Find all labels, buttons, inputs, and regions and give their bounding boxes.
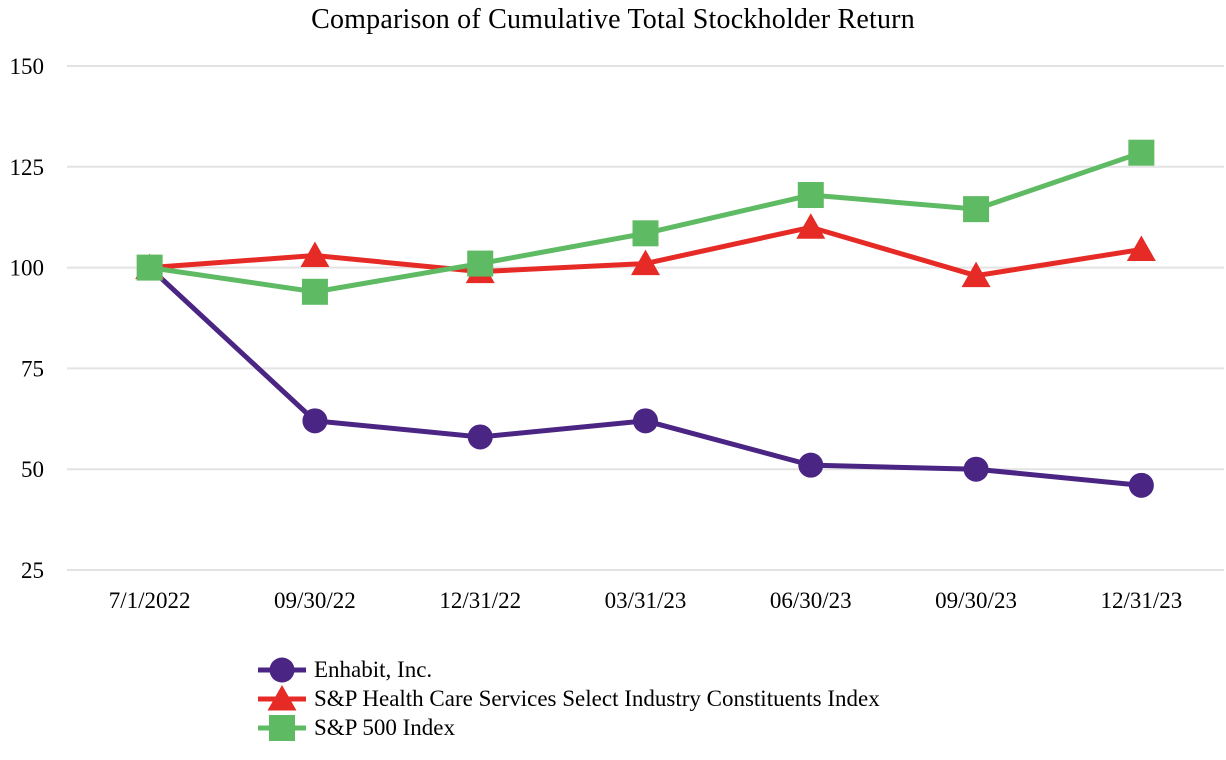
data-point-marker-s2-1 [301, 278, 328, 305]
x-tick-label: 7/1/2022 [109, 588, 191, 613]
legend-marker-glyph [258, 714, 306, 741]
legend-label: S&P Health Care Services Select Industry… [314, 685, 880, 711]
series-line-0 [147, 265, 1142, 488]
data-point-marker-s2-2 [467, 250, 494, 277]
y-tick-label: 125 [10, 155, 45, 180]
data-point-marker-s1-1 [300, 241, 330, 268]
x-tick-label: 09/30/23 [935, 588, 1017, 613]
legend-marker-circle-icon [258, 656, 306, 684]
x-tick-label: 09/30/22 [274, 588, 356, 613]
legend-item-sp-health-care: S&P Health Care Services Select Industry… [258, 684, 880, 713]
data-point-marker-s2-0 [136, 254, 163, 281]
data-point-marker-s2-5 [963, 196, 990, 223]
data-point-marker-s1-6 [1126, 235, 1156, 261]
y-tick-label: 100 [10, 256, 45, 281]
data-point-marker-s0-5 [963, 456, 989, 482]
legend-marker-square-icon [258, 714, 306, 742]
y-tick-label: 25 [21, 558, 44, 583]
data-point-marker-s1-4 [796, 213, 826, 239]
y-tick-label: 50 [21, 457, 44, 482]
chart-plot-area: 25 50 75 100 125 150 7/1/2022 09/30/22 12/31/22 0… [10, 54, 1224, 613]
data-point-marker-s0-6 [1128, 472, 1154, 498]
data-point-marker-s2-4 [797, 182, 824, 209]
y-tick-label: 75 [21, 356, 44, 381]
data-point-marker-s1-5 [961, 261, 991, 288]
legend-marker-glyph [258, 657, 306, 682]
x-tick-label: 12/31/23 [1100, 588, 1182, 613]
x-tick-label: 12/31/22 [439, 588, 521, 613]
data-point-marker-s0-1 [302, 408, 328, 434]
data-point-marker-s0-4 [798, 452, 824, 478]
x-tick-label: 06/30/23 [770, 588, 852, 613]
y-tick-label: 150 [10, 54, 45, 79]
x-tick-label: 03/31/23 [605, 588, 687, 613]
data-point-marker-s0-3 [633, 408, 658, 434]
legend-item-sp500: S&P 500 Index [258, 713, 880, 742]
data-point-marker-s2-3 [632, 220, 659, 247]
legend-label: Enhabit, Inc. [314, 656, 433, 682]
legend-item-enhabit: Enhabit, Inc. [258, 655, 880, 684]
data-point-marker-s1-3 [631, 249, 660, 276]
chart-title: Comparison of Cumulative Total Stockhold… [311, 4, 915, 35]
data-point-marker-s0-2 [467, 424, 493, 450]
legend-marker-triangle-icon [258, 684, 306, 713]
chart-legend: Enhabit, Inc. S&P Health Care Services S… [258, 655, 880, 742]
data-point-marker-s2-6 [1128, 139, 1155, 166]
legend-label: S&P 500 Index [314, 714, 455, 740]
legend-marker-glyph [258, 684, 306, 710]
